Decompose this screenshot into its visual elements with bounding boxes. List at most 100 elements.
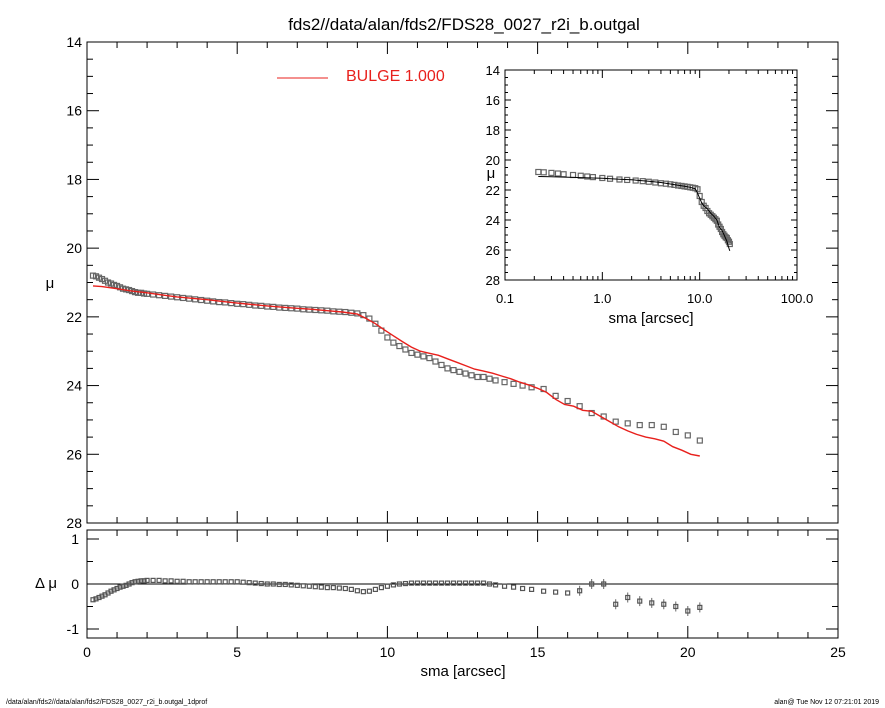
residual-data-point [402,580,409,587]
footer-timestamp: alan@ Tue Nov 12 07:21:01 2019 [774,699,879,706]
residual-data-point [528,586,535,593]
inset-y-tick-label: 26 [486,243,500,258]
residual-data-point [192,579,198,585]
residual-data-point [216,579,222,585]
main-y-axis-label: μ [46,275,55,292]
main-data-point [426,354,433,362]
residual-data-point [589,579,595,589]
residual-data-point [474,580,481,586]
main-data-point [402,346,409,353]
residual-data-point [150,577,156,584]
main-y-tick-label: 28 [66,515,82,531]
x-tick-labels: 0 5 10 15 20 25 [83,644,846,660]
residual-data-point [276,581,282,588]
main-data-point [486,375,493,382]
main-data-point [696,437,703,444]
residual-data-point [565,590,571,596]
residual-data-point [282,581,288,588]
inset-y-tick-label: 14 [486,63,500,78]
residual-data-point [324,584,330,591]
main-data-point [384,334,391,341]
inset-x-tick-label: 100.0 [781,291,814,306]
residual-data-point [162,578,168,584]
residual-data-point [354,588,360,594]
residual-data-point [342,585,348,592]
residual-data-point [90,597,96,603]
inset-y-tick-label: 24 [486,213,500,228]
main-y-tick-label: 22 [66,309,82,325]
inset-log-panel: 14 16 18 20 22 24 26 28 0.1 1.0 10.0 100.0 μ sma [… [486,63,814,327]
inset-model-line [538,176,731,251]
residual-data-point [198,579,204,585]
residual-data-point [480,580,487,586]
main-data-point [456,368,463,375]
residual-data-point [384,583,390,589]
residual-data-point [432,580,439,586]
main-data-point [438,361,445,369]
residual-data-point [378,584,384,591]
x-tick-label: 15 [530,644,546,660]
legend: BULGE 1.000 [277,68,445,85]
residual-data-point [519,585,526,592]
main-data-points [89,272,703,444]
main-data-point [660,423,667,430]
residual-panel: 10-1 0 5 10 15 20 25 Δ μ sma [arcsec] [35,529,846,680]
inset-y-tick-label: 20 [486,153,500,168]
main-data-point [198,296,205,304]
residual-data-point [126,581,132,587]
residual-data-point [450,580,457,586]
residual-data-point [204,579,210,585]
residual-data-point [348,586,354,593]
residual-data-point [258,580,264,587]
residual-data-point [444,580,451,586]
x-tick-label: 0 [83,644,91,660]
residual-data-point [360,589,366,595]
main-y-tick-label: 18 [66,171,82,187]
inset-y-tick-label: 28 [486,273,500,288]
residual-data-point [123,582,129,588]
residual-data-point [117,584,123,590]
main-data-point [462,370,469,377]
residual-data-point [366,588,372,594]
inset-y-axis-label: μ [487,165,496,182]
main-data-point [210,298,217,305]
x-axis-label: sma [arcsec] [420,663,505,680]
main-data-point [390,339,397,346]
main-profile-panel: 14 16 18 20 22 24 26 28 μ BULGE 1.000 [46,34,839,531]
residual-data-point [541,588,547,594]
main-data-point [204,297,211,304]
residual-data-point [372,586,378,593]
inset-data-point [540,169,547,176]
residual-data-point [318,584,324,590]
residual-data-point [222,579,228,585]
residual-data-point [625,592,631,603]
residual-data-point [138,578,144,584]
inset-y-tick-label: 18 [486,123,500,138]
residual-data-point [228,579,234,585]
main-data-point [510,380,517,387]
residual-data-point [180,578,186,584]
residual-data-point [577,585,583,596]
main-data-point [420,353,427,360]
main-y-tick-label: 26 [66,446,82,462]
residual-data-point [492,582,499,588]
residual-data-point [697,602,703,613]
main-data-point [672,428,679,436]
residual-data-point [456,580,463,586]
residual-data-point [613,599,619,610]
residual-data-point [264,581,270,587]
residual-axis-ticks [86,530,839,638]
residual-data-point [330,584,336,591]
inset-y-tick-label: 22 [486,183,500,198]
inset-x-tick-labels: 0.1 1.0 10.0 100.0 [496,291,813,306]
residual-data-point [288,582,294,588]
residual-data-point [649,597,655,608]
residual-data-point [156,577,162,584]
residual-data-point [390,582,397,588]
residual-data-point [174,578,180,584]
inset-data-point [584,173,591,180]
residual-data-point [294,582,300,588]
residual-data-point [420,580,427,586]
inset-data-point [589,174,597,181]
residual-data-point [673,601,679,612]
